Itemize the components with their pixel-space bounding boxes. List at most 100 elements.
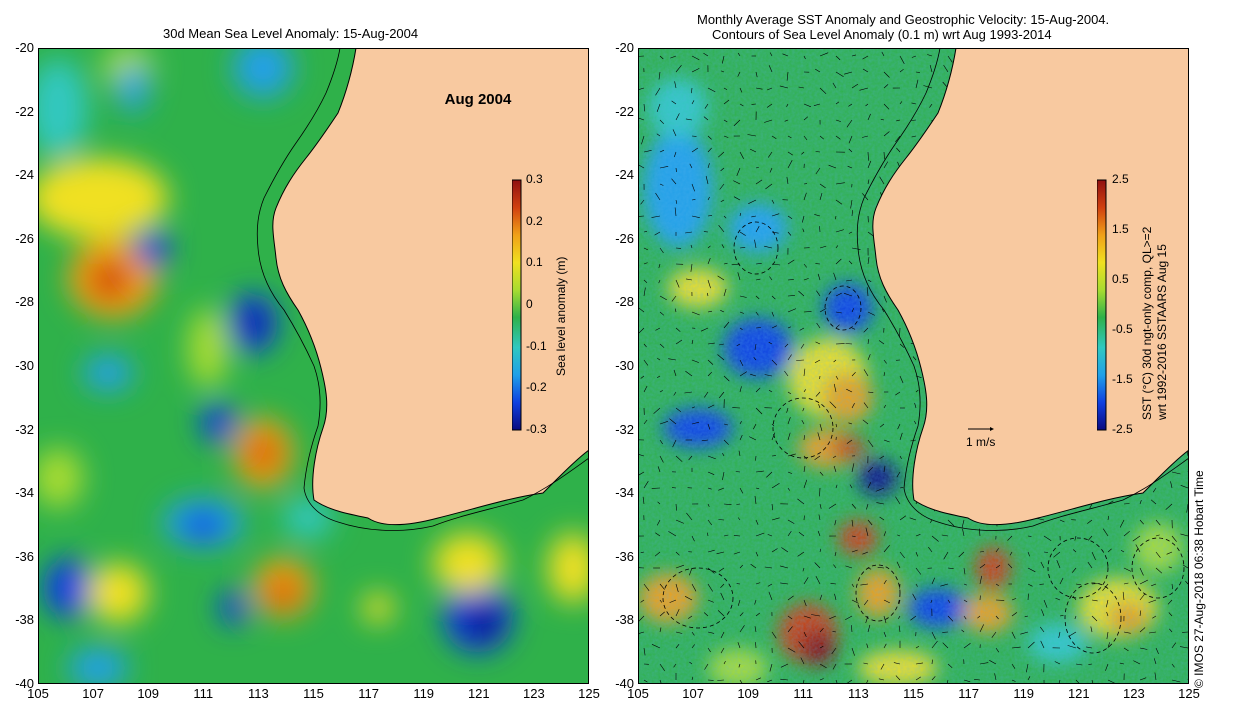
velocity-vector (747, 134, 757, 137)
velocity-vector (675, 644, 680, 649)
velocity-vector (723, 262, 728, 265)
velocity-vector (707, 279, 711, 289)
velocity-vector (876, 502, 885, 505)
velocity-vector (851, 54, 857, 57)
velocity-vector (851, 210, 853, 217)
velocity-vector (819, 503, 822, 509)
colorbar-tick-label: -0.5 (1112, 322, 1133, 336)
velocity-vector (883, 359, 887, 364)
velocity-vector (718, 343, 725, 346)
right-colorbar-label-line2: wrt 1992-2016 SSTAARS Aug 15 (1155, 244, 1169, 420)
velocity-vector (835, 229, 844, 233)
lon-tick-label: 121 (1067, 686, 1090, 701)
velocity-vector (771, 548, 778, 553)
velocity-vector (723, 288, 727, 297)
velocity-vector (915, 662, 924, 665)
velocity-vector (766, 87, 773, 91)
australia-landmass (272, 48, 589, 526)
velocity-vector (979, 564, 986, 569)
velocity-vector (739, 212, 742, 217)
velocity-vector (883, 295, 887, 303)
velocity-vector (914, 420, 917, 425)
velocity-vector (915, 71, 920, 73)
lat-tick-label: -28 (615, 294, 634, 310)
lon-tick-label: 125 (1178, 686, 1200, 701)
velocity-vector (940, 583, 949, 587)
velocity-vector (691, 87, 693, 94)
velocity-vector (845, 565, 853, 569)
velocity-vector (835, 245, 839, 249)
velocity-vector (720, 583, 725, 589)
velocity-vector (779, 85, 789, 89)
velocity-vector (862, 551, 869, 555)
shelf-contour (856, 48, 1189, 531)
velocity-vector (739, 247, 746, 249)
velocity-vector (765, 183, 773, 190)
velocity-vector (691, 421, 700, 425)
velocity-vector (707, 245, 711, 249)
left-map[interactable]: Aug 2004 (38, 48, 589, 684)
velocity-vector (814, 562, 821, 569)
velocity-vector (787, 417, 791, 425)
lon-tick-label: 107 (682, 686, 704, 701)
velocity-vector (819, 308, 827, 313)
velocity-vector (707, 423, 711, 430)
velocity-vector (845, 615, 853, 621)
velocity-vector (767, 583, 773, 587)
velocity-vector (658, 71, 661, 80)
velocity-vector (1058, 679, 1061, 684)
velocity-vector (848, 260, 853, 265)
velocity-vector (771, 325, 777, 329)
velocity-vector (883, 404, 887, 409)
velocity-vector (1168, 612, 1173, 617)
velocity-vector (748, 199, 757, 204)
velocity-vector (754, 626, 757, 633)
velocity-vector (912, 593, 917, 601)
velocity-vector (781, 547, 789, 553)
velocity-vector (671, 295, 677, 302)
velocity-vector (651, 644, 661, 649)
velocity-scale-label: 1 m/s (966, 435, 995, 449)
velocity-vector (814, 214, 821, 217)
velocity-vector (688, 455, 693, 461)
anomaly-blob (219, 590, 247, 626)
velocity-vector (655, 327, 661, 331)
velocity-vector (798, 641, 805, 649)
velocity-vector (1155, 551, 1161, 558)
velocity-vector (643, 647, 646, 656)
velocity-vector (736, 503, 741, 505)
velocity-vector (1075, 679, 1081, 684)
velocity-vector (675, 608, 680, 617)
velocity-vector (738, 450, 741, 457)
velocity-vector (755, 487, 760, 490)
velocity-vector (897, 534, 901, 537)
velocity-vector (675, 564, 685, 569)
velocity-vector (659, 119, 665, 125)
anomaly-blob (269, 579, 297, 607)
velocity-vector (720, 199, 725, 203)
velocity-vector (1120, 549, 1125, 553)
velocity-vector (640, 599, 645, 603)
velocity-vector (771, 517, 780, 521)
velocity-vector (867, 179, 870, 185)
velocity-vector (1135, 544, 1141, 553)
lat-tick-label: -34 (615, 485, 634, 501)
velocity-vector (845, 343, 853, 345)
colorbar-tick-label: -0.2 (526, 380, 547, 395)
velocity-vector (851, 247, 861, 250)
velocity-vector (668, 358, 677, 361)
velocity-vector (819, 183, 826, 189)
lat-tick-label: -38 (615, 612, 634, 628)
velocity-vector (638, 454, 645, 457)
velocity-vector (691, 311, 700, 316)
velocity-vector (723, 423, 729, 426)
velocity-vector (1171, 471, 1181, 475)
anomaly-blob (200, 403, 236, 443)
velocity-vector (755, 278, 761, 281)
anomaly-blob (83, 355, 133, 391)
velocity-vector (803, 55, 806, 60)
lon-tick-label: 119 (413, 686, 435, 701)
velocity-vector (691, 406, 695, 409)
velocity-vector (879, 176, 885, 185)
velocity-vector (739, 679, 743, 684)
